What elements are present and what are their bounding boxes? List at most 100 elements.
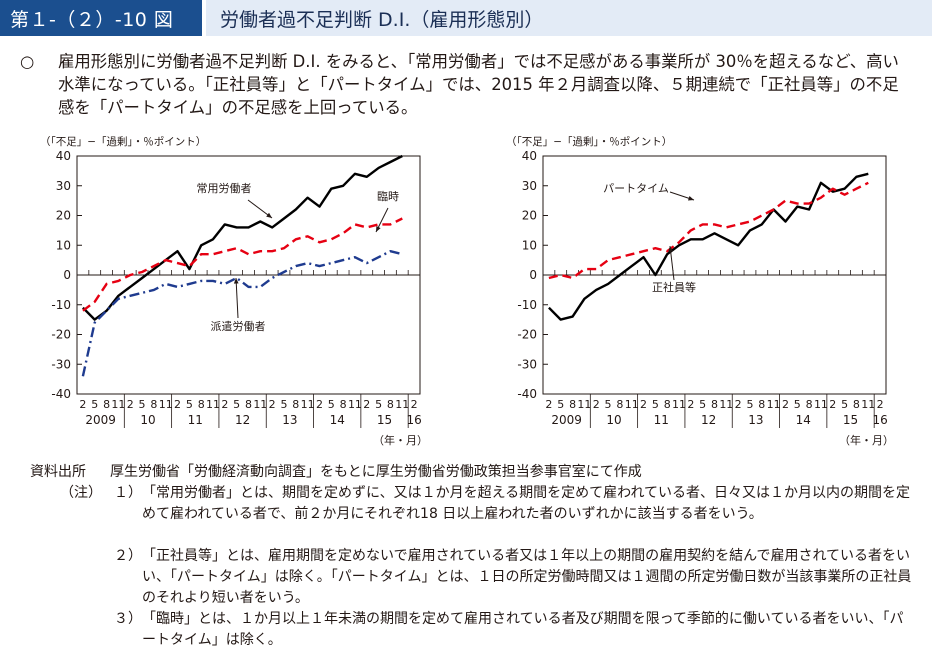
year-label: 16 bbox=[406, 413, 421, 427]
x-tick-label: 8 bbox=[758, 398, 765, 411]
figure-title: 労働者過不足判断 D.I.（雇用形態別） bbox=[202, 0, 932, 36]
source-label: 資料出所 bbox=[30, 464, 86, 480]
x-tick-label: 8 bbox=[292, 398, 299, 411]
note-text: 「臨時」とは、１か月以上１年未満の期間を定めて雇用されている者及び期間を限って季… bbox=[142, 611, 904, 648]
note-text: 「正社員等」とは、雇用期間を定めないで雇用されている者又は１年以上の期間の雇用契… bbox=[142, 548, 912, 606]
x-tick-label: 2 bbox=[411, 398, 418, 411]
year-label: 11 bbox=[654, 413, 669, 427]
note-text: 「常用労働者」とは、期間を定めずに、又は１か月を超える期間を定めて雇われている者… bbox=[142, 485, 911, 522]
x-tick-label: 2 bbox=[269, 398, 276, 411]
y-tick-label: 30 bbox=[56, 179, 71, 193]
x-tick-label: 2 bbox=[316, 398, 323, 411]
x-tick-label: 11 bbox=[672, 398, 686, 411]
series-annotation: 常用労働者 bbox=[197, 181, 252, 195]
note-item: １） 「常用労働者」とは、期間を定めずに、又は１か月を超える期間を定めて雇われて… bbox=[114, 483, 914, 525]
x-tick-label: 8 bbox=[245, 398, 252, 411]
year-label: 14 bbox=[330, 413, 345, 427]
x-tick-label: 5 bbox=[557, 398, 564, 411]
arrowhead-icon bbox=[688, 196, 694, 201]
arrowhead-icon bbox=[376, 226, 381, 232]
year-label: 15 bbox=[377, 413, 392, 427]
series-annotation: 臨時 bbox=[377, 190, 399, 203]
year-label: 10 bbox=[606, 413, 621, 427]
year-label: 2009 bbox=[85, 413, 116, 427]
x-tick-label: 2 bbox=[174, 398, 181, 411]
note-number: ２） bbox=[114, 548, 142, 564]
x-tick-label: 2 bbox=[640, 398, 647, 411]
x-tick-label: 5 bbox=[375, 398, 382, 411]
y-tick-label: 40 bbox=[56, 149, 71, 163]
year-label: 11 bbox=[188, 413, 203, 427]
year-label: 15 bbox=[843, 413, 858, 427]
year-label: 12 bbox=[235, 413, 250, 427]
x-tick-label: 2 bbox=[782, 398, 789, 411]
x-tick-label: 5 bbox=[328, 398, 335, 411]
source-line: 資料出所 厚生労働省「労働経済動向調査」をもとに厚生労働省労働政策担当参事官室にて… bbox=[30, 462, 910, 483]
year-label: 12 bbox=[701, 413, 716, 427]
arrowhead-icon bbox=[233, 278, 239, 284]
x-tick-label: 11 bbox=[111, 398, 125, 411]
x-tick-label: 8 bbox=[711, 398, 718, 411]
x-axis-label: （年・月） bbox=[373, 433, 428, 447]
annotation-arrow bbox=[669, 245, 675, 281]
x-tick-label: 5 bbox=[794, 398, 801, 411]
x-tick-label: 2 bbox=[363, 398, 370, 411]
series-line-正社員等 bbox=[548, 172, 869, 321]
x-tick-label: 11 bbox=[719, 398, 733, 411]
x-tick-label: 2 bbox=[127, 398, 134, 411]
y-tick-label: 40 bbox=[522, 149, 537, 163]
x-tick-label: 5 bbox=[280, 398, 287, 411]
annotation-arrow bbox=[235, 277, 239, 319]
y-tick-label: 0 bbox=[529, 268, 537, 282]
x-tick-label: 8 bbox=[103, 398, 110, 411]
x-tick-label: 5 bbox=[605, 398, 612, 411]
x-tick-label: 5 bbox=[746, 398, 753, 411]
x-tick-label: 8 bbox=[616, 398, 623, 411]
y-tick-label: -30 bbox=[51, 357, 71, 371]
year-label: 10 bbox=[140, 413, 155, 427]
series-line-派遣労働者 bbox=[81, 249, 403, 377]
y-tick-label: -30 bbox=[517, 357, 537, 371]
x-tick-label: 11 bbox=[395, 398, 409, 411]
note-number: ３） bbox=[114, 611, 142, 627]
x-tick-label: 8 bbox=[387, 398, 394, 411]
x-tick-label: 5 bbox=[139, 398, 146, 411]
x-tick-label: 5 bbox=[91, 398, 98, 411]
x-tick-label: 2 bbox=[545, 398, 552, 411]
x-tick-label: 8 bbox=[198, 398, 205, 411]
year-label: 13 bbox=[282, 413, 297, 427]
y-tick-label: 30 bbox=[522, 179, 537, 193]
figure-title-bar: 第１-（２）-10 図 労働者過不足判断 D.I.（雇用形態別） bbox=[0, 0, 932, 36]
y-tick-label: 10 bbox=[56, 238, 71, 252]
x-tick-label: 5 bbox=[233, 398, 240, 411]
x-tick-label: 2 bbox=[687, 398, 694, 411]
y-tick-label: -20 bbox=[517, 328, 537, 342]
note-number: １） bbox=[114, 485, 142, 501]
x-tick-label: 5 bbox=[652, 398, 659, 411]
summary-text: 雇用形態別に労働者過不足判断 D.I. をみると、「常用労働者」では不足感がある… bbox=[58, 52, 899, 117]
x-tick-label: 11 bbox=[206, 398, 220, 411]
arrowhead-icon bbox=[266, 212, 272, 218]
y-tick-label: 10 bbox=[522, 238, 537, 252]
x-tick-label: 5 bbox=[186, 398, 193, 411]
x-tick-label: 2 bbox=[877, 398, 884, 411]
x-tick-label: 2 bbox=[79, 398, 86, 411]
x-tick-label: 8 bbox=[150, 398, 157, 411]
summary-paragraph: ○ 雇用形態別に労働者過不足判断 D.I. をみると、「常用労働者」では不足感が… bbox=[20, 50, 913, 119]
year-label: 16 bbox=[872, 413, 887, 427]
x-tick-label: 5 bbox=[699, 398, 706, 411]
x-tick-label: 8 bbox=[664, 398, 671, 411]
x-tick-label: 11 bbox=[301, 398, 315, 411]
series-line-常用労働者 bbox=[82, 154, 403, 321]
y-tick-label: 20 bbox=[56, 209, 71, 223]
series-line-パートタイム bbox=[548, 181, 869, 280]
y-tick-label: -40 bbox=[51, 387, 71, 401]
x-tick-label: 2 bbox=[221, 398, 228, 411]
x-tick-label: 2 bbox=[829, 398, 836, 411]
y-axis-label: （「不足」−「過剰」・％ポイント） bbox=[40, 136, 206, 148]
x-tick-label: 11 bbox=[861, 398, 875, 411]
year-label: 14 bbox=[796, 413, 811, 427]
series-annotation: パートタイム bbox=[603, 182, 669, 195]
y-tick-label: 0 bbox=[63, 268, 71, 282]
